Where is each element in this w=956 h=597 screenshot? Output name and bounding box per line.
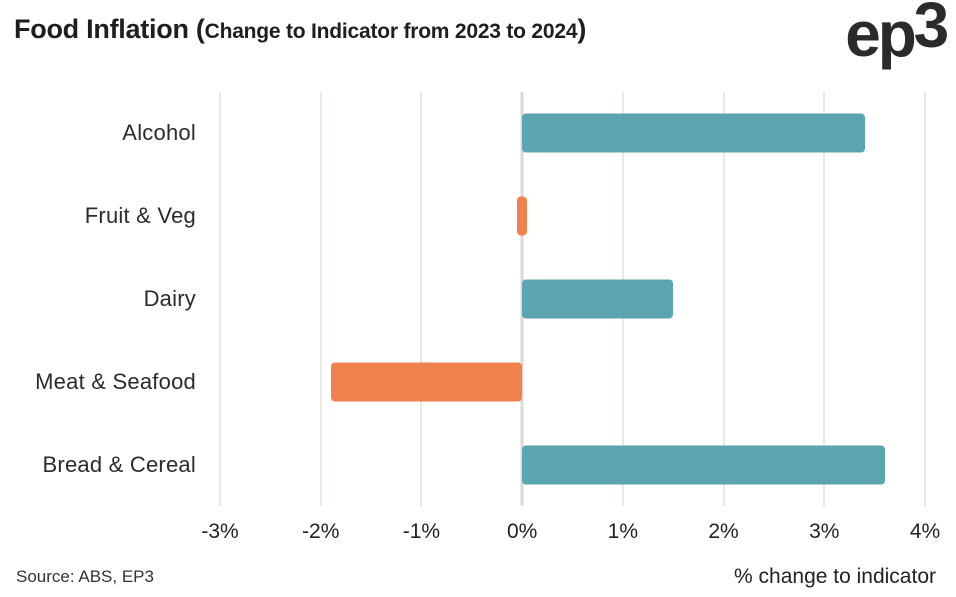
category-label-dairy: Dairy <box>143 286 196 311</box>
x-tick-label-3: 3% <box>809 520 840 543</box>
title-main: Food Inflation ( <box>14 14 205 44</box>
bar-fruit-veg <box>517 196 528 236</box>
x-axis-ticks: -3% -2% -1% 0% 1% 2% 3% 4% <box>201 520 940 550</box>
plot-area <box>219 92 926 506</box>
category-label-meat-seafood: Meat & Seafood <box>35 368 196 394</box>
title-close-paren: ) <box>577 14 587 44</box>
gridline-2 <box>722 92 725 506</box>
logo-ep-text: ep <box>845 0 917 70</box>
x-tick-label-1: 1% <box>607 520 639 543</box>
title-subtitle: Change to Indicator from 2023 to 2024 <box>204 20 578 43</box>
x-tick-label--2: -2% <box>302 520 340 543</box>
x-tick-label-4: 4% <box>909 520 941 543</box>
x-tick-label-2: 2% <box>708 520 739 543</box>
gridline--2 <box>319 92 322 506</box>
gridline-4 <box>924 92 926 506</box>
bar-alcohol <box>522 113 865 153</box>
x-tick-label-0: 0% <box>506 520 538 543</box>
gridline-3 <box>823 92 826 506</box>
category-label-bread-cereal: Bread & Cereal <box>42 451 196 477</box>
gridline--1 <box>420 92 423 506</box>
bar-meat-seafood <box>330 362 523 402</box>
logo-3-text: 3 <box>913 0 950 61</box>
source-note: Source: ABS, EP3 <box>16 567 154 586</box>
x-tick-label--3: -3% <box>201 520 239 543</box>
gridline--3 <box>219 92 221 506</box>
category-axis: Alcohol Fruit & Veg Dairy Meat & Seafood Bre… <box>0 92 200 506</box>
x-axis-title: % change to indicator <box>734 565 936 588</box>
x-tick-label--1: -1% <box>402 520 441 543</box>
ep3-logo: ep3 <box>845 0 950 66</box>
bar-dairy <box>522 279 674 319</box>
category-label-fruit-veg: Fruit & Veg <box>84 203 196 229</box>
bar-bread-cereal <box>522 445 885 485</box>
category-label-alcohol: Alcohol <box>122 120 196 146</box>
page-title: Food Inflation (Change to Indicator from… <box>14 14 586 45</box>
